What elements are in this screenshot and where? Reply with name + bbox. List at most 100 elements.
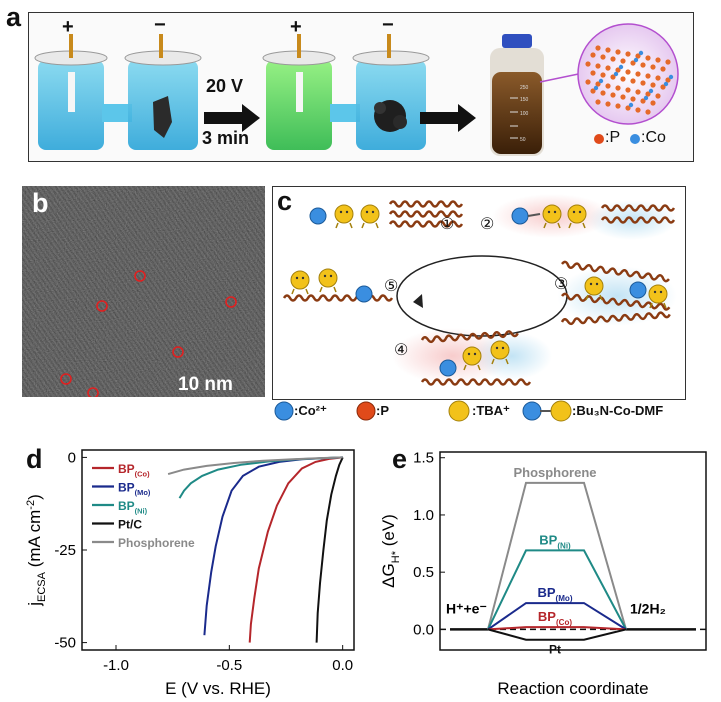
cathode-sign-2: −	[382, 14, 394, 36]
bottle-mark: 150	[520, 97, 529, 103]
legend-label: Pt/C	[118, 518, 142, 532]
free-energy-diagram: 0.0 0.5 1.0 1.5 Reaction coordinate ΔGH* (eV)…	[379, 450, 707, 698]
tba-cation-icon	[567, 204, 587, 229]
panel-e-label: e	[392, 444, 408, 474]
panel-a-label: a	[6, 2, 22, 32]
electrochemical-setup-illustration: 250 150 100 50	[34, 23, 679, 156]
tba-cation-icon	[318, 268, 338, 293]
series-line-BP(Ni)	[178, 456, 343, 499]
arrow-right-icon	[204, 104, 260, 132]
legend-co2: :Co²⁺	[294, 403, 327, 418]
panel-d-label: d	[26, 444, 43, 474]
phosphorene-layer	[388, 200, 464, 208]
y-tick-label: 0	[68, 449, 76, 466]
tba-cation-icon	[542, 204, 562, 229]
initial-state-label: H⁺+e⁻	[446, 600, 487, 616]
bottle-mark: 50	[520, 137, 526, 143]
series-line-BP(Co)	[248, 456, 343, 643]
level-label: BP(Mo)	[537, 585, 572, 603]
phosphorene-layer	[561, 260, 670, 283]
series-line-Pt/C	[315, 456, 344, 643]
y-tick-label: 1.0	[413, 507, 434, 524]
cycle-loop	[396, 255, 568, 337]
legend-complex: :Bu₃N-Co-DMF	[572, 403, 664, 418]
level-label: Pt	[549, 643, 561, 657]
panel-b-label: b	[32, 188, 49, 218]
cathode-sign-1: −	[154, 14, 166, 36]
step-1: ①	[440, 216, 455, 233]
tba-cation-icon	[648, 284, 668, 309]
y-tick-label: 1.5	[413, 450, 434, 467]
level-label: BP(Co)	[538, 609, 572, 627]
energy-level-Pt	[487, 628, 627, 641]
series-line-BP(Mo)	[203, 456, 343, 636]
y-axis-label: ΔGH* (eV)	[379, 514, 402, 588]
phosphorus-dot-icon	[594, 134, 604, 144]
panel-c-legend-icons	[274, 400, 572, 422]
legend-label: BP(Co)	[118, 462, 150, 479]
polarization-chart: -1.0 -0.5 0.0 0 -25 -50 E (V vs. RHE) jECSA (mA…	[25, 449, 355, 698]
energy-level-Phosphorene	[487, 481, 627, 630]
cobalt-dot-icon	[630, 134, 640, 144]
step-3: ③	[554, 276, 569, 293]
plot-frame	[439, 451, 707, 651]
voltage-label: 20 V	[206, 76, 244, 96]
phosphorene-layer	[560, 311, 671, 326]
phosphorene-layer	[282, 294, 394, 302]
legend-label: BP(Ni)	[118, 499, 148, 516]
cycle-arrowhead-icon	[413, 294, 423, 308]
legend-co: :Co	[641, 129, 666, 146]
y-axis-label: jECSA (mA cm-2)	[25, 494, 48, 607]
cell-pair-1	[34, 34, 202, 150]
x-tick-label: -0.5	[216, 657, 242, 674]
phosphorene-layer	[388, 220, 464, 228]
legend-label: BP(Mo)	[118, 481, 151, 498]
dispersion-bottle	[490, 34, 544, 156]
cobalt-ion-icon	[629, 281, 647, 299]
y-tick-label: -25	[54, 542, 76, 559]
legend-label: Phosphorene	[118, 536, 195, 550]
phosphorene-layer	[420, 378, 532, 386]
step-5: ⑤	[384, 278, 399, 295]
phosphorene-layer	[388, 210, 464, 218]
y-tick-label: 0.5	[413, 564, 434, 581]
phosphorene-layer	[600, 216, 676, 224]
level-label: Phosphorene	[513, 465, 596, 480]
y-tick-label: -50	[54, 635, 76, 652]
legend-p: :P	[605, 129, 621, 146]
time-label: 3 min	[202, 128, 250, 148]
x-tick-label: -1.0	[103, 657, 129, 674]
cobalt-ion-icon	[355, 285, 373, 303]
x-axis-label: E (V vs. RHE)	[165, 679, 271, 698]
legend-tba: :TBA⁺	[472, 403, 510, 418]
arrow-right-icon	[420, 104, 476, 132]
panel-c-label: c	[277, 186, 293, 216]
bottle-mark: 250	[520, 85, 529, 91]
scale-bar-label: 10 nm	[178, 374, 233, 395]
anode-sign-2: +	[290, 16, 302, 38]
lattice-zoom-bubble	[577, 23, 679, 125]
energy-level-BP(Mo)	[487, 602, 627, 631]
step-2: ②	[480, 216, 495, 233]
x-tick-label: 0.0	[332, 657, 353, 674]
x-axis-label: Reaction coordinate	[497, 679, 648, 698]
cell-pair-2	[262, 34, 430, 150]
tba-cation-icon	[360, 204, 380, 229]
phosphorene-layer	[420, 330, 519, 344]
tba-cation-icon	[462, 346, 482, 371]
level-label: BP(Ni)	[539, 532, 571, 550]
y-tick-label: 0.0	[413, 621, 434, 638]
atom-marker-circles	[60, 270, 237, 397]
series-line-Phosphorene	[167, 456, 343, 476]
legend-p-c: :P	[376, 403, 389, 418]
tba-cation-icon	[584, 276, 604, 301]
tem-image	[22, 186, 265, 397]
anode-sign-1: +	[62, 16, 74, 38]
intercalation-cycle-diagram	[282, 194, 677, 386]
cobalt-ion-icon	[309, 207, 327, 225]
energy-level-BP(Ni)	[487, 549, 627, 630]
bottle-mark: 100	[520, 111, 529, 117]
cobalt-ion-icon	[511, 207, 529, 225]
tba-cation-icon	[490, 340, 510, 365]
tba-cation-icon	[334, 204, 354, 229]
